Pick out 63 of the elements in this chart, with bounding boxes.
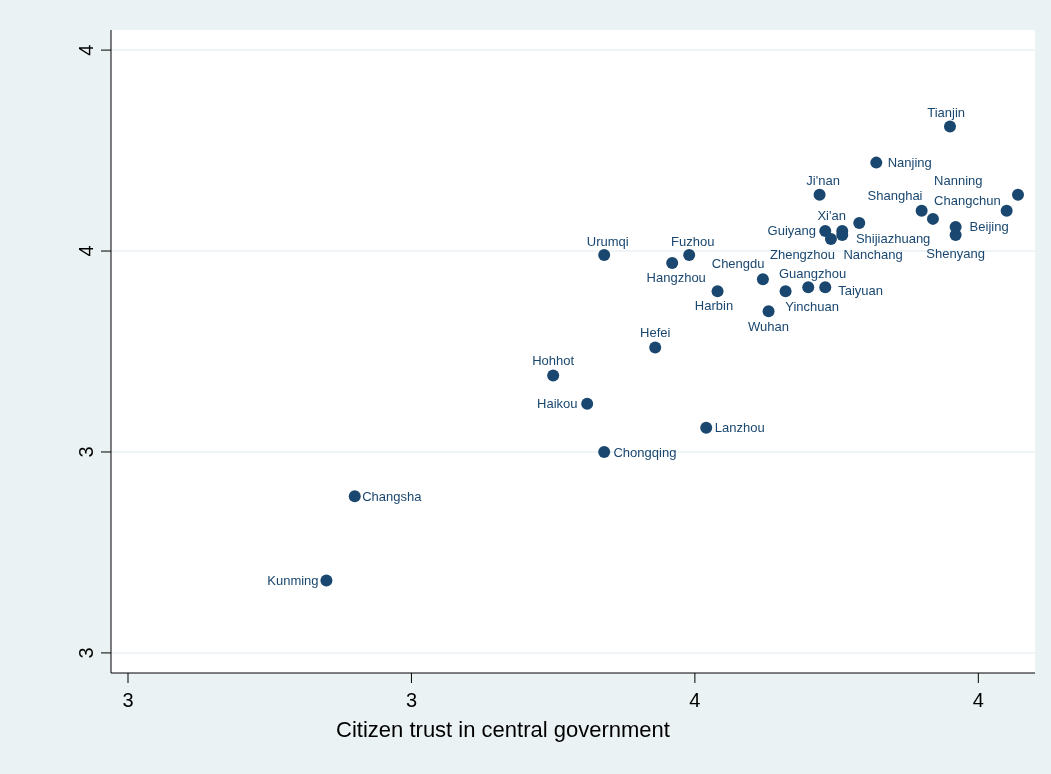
point bbox=[824, 232, 837, 245]
point bbox=[547, 369, 560, 382]
data-label: Shijiazhuang bbox=[855, 230, 931, 246]
data-label: Taiyuan bbox=[838, 283, 884, 299]
data-label: Chengdu bbox=[711, 256, 765, 272]
point bbox=[813, 188, 826, 201]
point bbox=[711, 285, 724, 298]
y-tick-label: 4 bbox=[75, 44, 97, 56]
y-tick-label: 4 bbox=[75, 245, 97, 257]
x-axis-title: Citizen trust in central government bbox=[336, 717, 670, 742]
point bbox=[756, 273, 769, 286]
data-label: Yinchuan bbox=[785, 299, 840, 315]
point bbox=[581, 397, 594, 410]
point bbox=[649, 341, 662, 354]
x-tick-label: 4 bbox=[689, 689, 701, 711]
data-label: Urumqi bbox=[586, 233, 629, 249]
point bbox=[700, 421, 713, 434]
point bbox=[853, 216, 866, 229]
data-label: Tianjin bbox=[927, 104, 966, 120]
y-tick-label: 3 bbox=[75, 647, 97, 659]
point bbox=[943, 120, 956, 133]
point bbox=[598, 249, 611, 262]
point bbox=[666, 257, 679, 270]
point bbox=[819, 281, 832, 294]
data-label: Hangzhou bbox=[646, 269, 706, 285]
data-label: Zhengzhou bbox=[769, 246, 836, 262]
point bbox=[598, 445, 611, 458]
point bbox=[870, 156, 883, 169]
data-label: Nanchang bbox=[843, 247, 903, 263]
data-label: Changsha bbox=[362, 488, 423, 504]
data-label: Shenyang bbox=[926, 246, 985, 262]
data-label: Haikou bbox=[537, 396, 578, 412]
y-tick-label: 3 bbox=[75, 446, 97, 458]
point bbox=[779, 285, 792, 298]
data-label: Lanzhou bbox=[714, 420, 765, 436]
data-label: Wuhan bbox=[748, 318, 790, 334]
data-label: Nanjing bbox=[887, 155, 932, 171]
data-label: Xi'an bbox=[817, 207, 846, 223]
point bbox=[762, 305, 775, 318]
data-label: Ji'nan bbox=[806, 173, 840, 189]
point bbox=[320, 574, 333, 587]
point bbox=[926, 212, 939, 225]
data-label: Nanning bbox=[934, 173, 983, 189]
x-tick-label: 4 bbox=[972, 689, 984, 711]
point bbox=[915, 204, 928, 217]
data-label: Kunming bbox=[267, 573, 319, 589]
point bbox=[683, 249, 696, 262]
point bbox=[1000, 204, 1013, 217]
data-label: Fuzhou bbox=[671, 233, 715, 249]
data-label: Harbin bbox=[694, 297, 734, 313]
data-label: Shanghai bbox=[867, 187, 923, 203]
data-label: Beijing bbox=[969, 219, 1009, 235]
point bbox=[802, 281, 815, 294]
data-label: Hefei bbox=[640, 325, 671, 341]
data-label: Hohhot bbox=[532, 353, 575, 369]
x-tick-label: 3 bbox=[122, 689, 134, 711]
x-tick-label: 3 bbox=[405, 689, 417, 711]
point bbox=[348, 490, 361, 503]
data-label: Guangzhou bbox=[778, 265, 847, 281]
data-label: Changchun bbox=[934, 193, 1001, 209]
data-label: Guiyang bbox=[767, 223, 816, 239]
point bbox=[1011, 188, 1024, 201]
data-label: Chongqing bbox=[613, 444, 677, 460]
